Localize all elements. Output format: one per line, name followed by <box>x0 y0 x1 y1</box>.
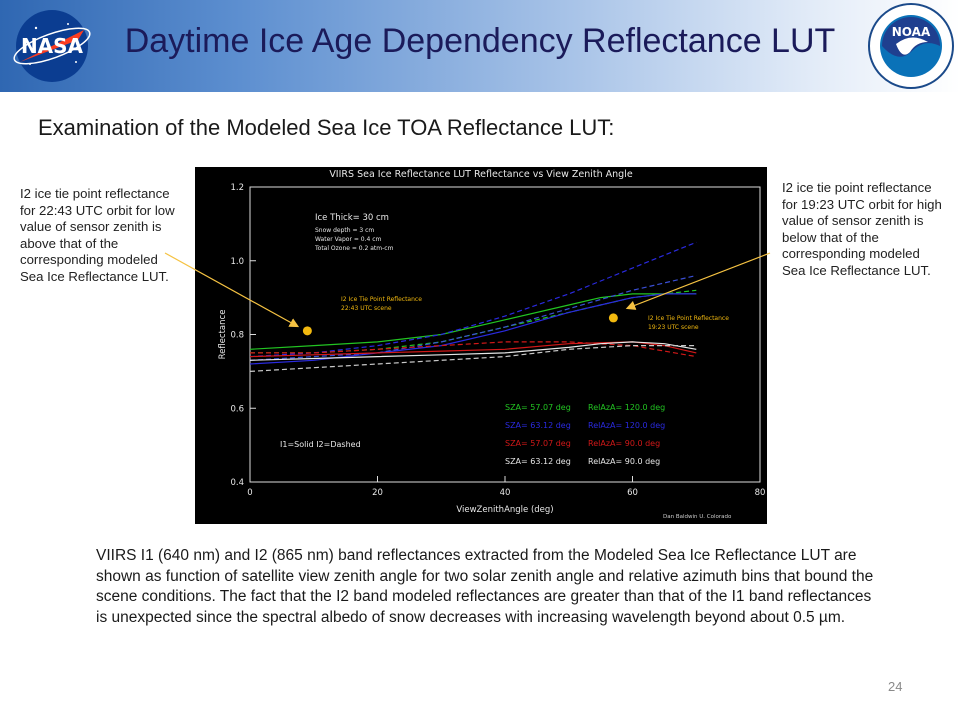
condition-snow-depth: Snow depth = 3 cm <box>315 227 374 234</box>
chart-axes: 0.4 0.6 0.8 1.0 1.2 0 20 40 60 80 ViewZenithAngle … <box>218 183 765 515</box>
legend-sza: SZA= 63.12 deg <box>505 421 571 430</box>
svg-text:NOAA: NOAA <box>892 25 931 39</box>
y-axis-label: Reflectance <box>218 310 228 360</box>
nasa-logo: NASA <box>13 10 91 82</box>
legend-relaz: RelAzA= 120.0 deg <box>588 403 665 412</box>
legend-relaz: RelAzA= 90.0 deg <box>588 457 660 466</box>
x-tick-label: 0 <box>247 488 252 498</box>
legend-sza: SZA= 63.12 deg <box>505 457 571 466</box>
y-tick-label: 1.0 <box>230 257 244 267</box>
right-annotation: I2 ice tie point reflectance for 19:23 U… <box>782 180 942 278</box>
condition-water-vapor: Water Vapor = 0.4 cm <box>315 236 381 243</box>
series-line-i2-dashed <box>249 345 697 372</box>
y-tick-label: 0.4 <box>230 478 244 488</box>
svg-text:NASA: NASA <box>21 34 84 58</box>
series-line-i2-dashed <box>249 274 697 361</box>
noaa-logo: NOAA <box>868 3 954 89</box>
series-line-i2-dashed <box>250 289 697 354</box>
condition-total-ozone: Total Ozone = 0.2 atm-cm <box>314 245 394 252</box>
legend-relaz: RelAzA= 90.0 deg <box>588 439 660 448</box>
legend-sza: SZA= 57.07 deg <box>505 403 571 412</box>
tie-point-marker <box>608 313 618 323</box>
chart-series <box>249 241 697 372</box>
page-number: 24 <box>888 679 903 694</box>
page-title: Daytime Ice Age Dependency Reflectance L… <box>124 22 836 60</box>
series-line-i1-solid <box>249 293 697 350</box>
tie-point-label-2243-line1: I2 Ice Tie Point Reflectance <box>341 296 422 303</box>
x-axis-label: ViewZenithAngle (deg) <box>456 505 553 515</box>
reflectance-chart: VIIRS Sea Ice Reflectance LUT Reflectanc… <box>195 167 767 524</box>
chart-legend: SZA= 57.07 deg RelAzA= 120.0 deg SZA= 63.1… <box>505 403 665 466</box>
x-tick-label: 60 <box>627 488 638 498</box>
legend-relaz: RelAzA= 120.0 deg <box>588 421 665 430</box>
left-annotation: I2 ice tie point reflectance for 22:43 U… <box>20 186 175 284</box>
x-tick-label: 20 <box>372 488 383 498</box>
y-tick-label: 0.6 <box>230 404 244 414</box>
tie-point-label-1923-line2: 19:23 UTC scene <box>648 324 699 331</box>
series-line-i1-solid <box>249 341 697 361</box>
chart-title: VIIRS Sea Ice Reflectance LUT Reflectanc… <box>329 169 633 180</box>
chart-credit: Dan Baldwin U. Colorado <box>663 514 732 520</box>
series-line-i2-dashed <box>250 341 697 358</box>
series-line-i1-solid <box>249 341 697 358</box>
title-banner <box>0 0 960 92</box>
tie-point-label-2243-line2: 22:43 UTC scene <box>341 305 392 312</box>
y-tick-label: 1.2 <box>230 183 244 193</box>
x-tick-label: 80 <box>755 488 766 498</box>
legend-sza: SZA= 57.07 deg <box>505 439 571 448</box>
series-line-i2-dashed <box>249 241 697 358</box>
style-note: I1=Solid I2=Dashed <box>280 440 361 449</box>
tie-point-marker <box>302 326 312 336</box>
y-tick-label: 0.8 <box>230 331 244 341</box>
x-tick-label: 40 <box>500 488 511 498</box>
condition-ice-thick: Ice Thick= 30 cm <box>315 213 389 223</box>
tie-point-label-1923-line1: I2 Ice Tie Point Reflectance <box>648 315 729 322</box>
section-subheading: Examination of the Modeled Sea Ice TOA R… <box>38 115 615 140</box>
body-paragraph: VIIRS I1 (640 nm) and I2 (865 nm) band r… <box>96 547 874 626</box>
